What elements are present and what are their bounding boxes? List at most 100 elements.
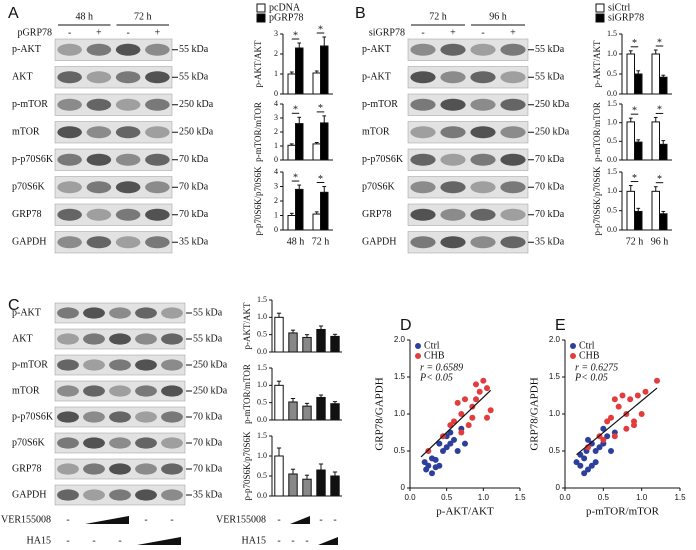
point [421, 459, 428, 466]
bar [651, 121, 660, 161]
fit-line [420, 389, 492, 458]
blot-band [440, 126, 466, 139]
y-tick-label: 2 [274, 127, 278, 136]
y-tick-label: 1.5 [607, 167, 617, 176]
size-marker: 250 kDa [193, 385, 228, 396]
blot-band [115, 236, 141, 249]
y-tick-label: 0.5 [607, 69, 617, 78]
y-tick-label: 1.0 [394, 409, 406, 418]
y-tick-label: 0.5 [257, 397, 267, 406]
blot-band [86, 236, 112, 249]
point [440, 448, 446, 454]
significance-star: * [318, 24, 323, 35]
row-label: GRP78 [12, 463, 41, 474]
x-axis-label: p-AKT/AKT [436, 506, 494, 518]
blot-band [57, 126, 82, 139]
y-tick-label: 1.5 [257, 295, 267, 304]
size-marker: 70 kDa [193, 437, 223, 448]
treatment-sign: - [126, 27, 129, 38]
size-marker: 55 kDa [535, 72, 565, 83]
blot-band [145, 98, 170, 111]
row-label: AKT [12, 333, 33, 344]
bar [659, 143, 668, 161]
point [454, 399, 461, 406]
blot-band [410, 153, 436, 166]
bar [295, 188, 304, 231]
blot-band [109, 333, 131, 345]
row-label: p-AKT [12, 307, 41, 318]
panel-letter: D [400, 317, 412, 334]
bar [634, 73, 643, 95]
y-tick-label: 0.5 [257, 329, 267, 338]
row-label: mTOR [362, 127, 390, 138]
point [627, 396, 634, 403]
blot-band [135, 359, 157, 371]
size-marker: 250 kDa [179, 99, 214, 110]
row-label: GRP78 [362, 209, 391, 220]
y-tick-label: 0.5 [394, 446, 406, 455]
x-axis-label: p-mTOR/mTOR [586, 506, 660, 518]
y-tick-label: 0.0 [257, 491, 267, 500]
point [588, 440, 595, 447]
legend-swatch [595, 3, 605, 13]
x-tick-label: 1.0 [478, 493, 490, 502]
point [476, 388, 483, 395]
bar [320, 122, 329, 161]
row-label: GAPDH [12, 489, 46, 500]
panel-letter: E [555, 317, 566, 334]
blot-band [470, 208, 496, 221]
y-tick-label: 1.0 [549, 409, 561, 418]
y-tick-label: 0.5 [607, 136, 617, 145]
size-marker: 70 kDa [179, 154, 209, 165]
fit-line [576, 387, 658, 456]
y-tick-label: 2.0 [549, 335, 561, 344]
x-tick-label: 0.5 [598, 493, 610, 502]
blot-band [161, 359, 183, 371]
y-tick-label: 1.5 [257, 363, 267, 372]
point [581, 455, 588, 462]
x-tick-label: 72 h [312, 236, 330, 247]
point [465, 422, 472, 429]
y-tick-label: 2.0 [394, 335, 406, 344]
y-tick-label: 1.5 [549, 372, 561, 381]
blot-strip [54, 380, 186, 402]
blot-band [500, 153, 526, 166]
x-tick-label: 1.0 [636, 493, 648, 502]
blot-band [109, 411, 131, 423]
y-tick-label: 0 [274, 89, 278, 98]
y-tick-label: 0.5 [257, 471, 267, 480]
bar [316, 328, 326, 353]
y-axis-label: p-AKT/AKT [242, 302, 252, 349]
significance-star: * [293, 105, 298, 116]
y-tick-label: 4 [274, 99, 278, 108]
point [451, 436, 457, 443]
treatment-sign: + [155, 27, 161, 38]
dose-triangle [318, 537, 338, 545]
blot-band [57, 333, 79, 345]
blot-band [500, 98, 526, 111]
bar [626, 190, 635, 231]
size-marker: 70 kDa [535, 154, 565, 165]
bar [316, 396, 326, 421]
dose-triangle [137, 537, 181, 545]
size-marker: 55 kDa [193, 333, 223, 344]
blot-band [161, 411, 183, 423]
size-marker: 70 kDa [535, 182, 565, 193]
blot-band [470, 153, 496, 166]
dose-triangle [85, 516, 129, 524]
blot-band [410, 126, 436, 139]
x-tick-label: 72 h [626, 236, 644, 247]
row-label: p-p70S6K [12, 411, 54, 422]
blot-band [161, 307, 183, 319]
point [585, 466, 591, 473]
row-label: p70S6K [12, 182, 46, 193]
row-label: GAPDH [12, 237, 46, 248]
blot-band [57, 437, 79, 449]
treatment-sign: - [481, 27, 484, 38]
point [473, 396, 479, 403]
bar [626, 53, 635, 95]
point [577, 462, 584, 469]
treatment-sign: + [510, 27, 516, 38]
size-marker: 35 kDa [535, 237, 565, 248]
bar [287, 144, 296, 161]
